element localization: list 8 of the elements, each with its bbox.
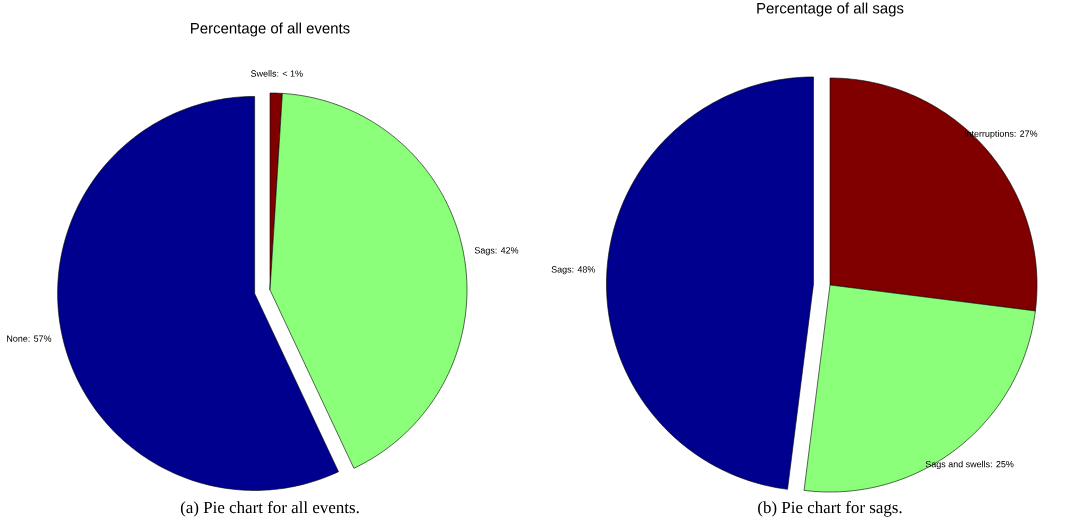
slice-label: Sags: 48%: [551, 266, 596, 275]
text: (b) Pie chart for sags.: [758, 501, 902, 517]
chart-title: Percentage of all events: [191, 22, 350, 37]
chart-title: Percentage of all sags: [757, 2, 904, 17]
slice-label: Sags: 42%: [474, 247, 519, 256]
text: (a) Pie chart for all events.: [180, 501, 359, 517]
slice-label: Swells: < 1%: [251, 70, 303, 77]
slice-label: None: 57%: [7, 335, 52, 342]
